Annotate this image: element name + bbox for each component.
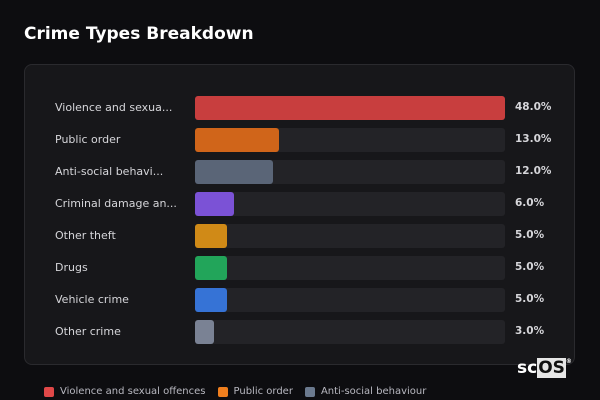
bar-track (195, 288, 505, 312)
category-label: Criminal damage an... (55, 197, 177, 210)
bar-row: Criminal damage an... 6.0% (25, 192, 574, 216)
chart-title: Crime Types Breakdown (24, 24, 254, 44)
bar-track (195, 160, 505, 184)
value-label: 6.0% (515, 197, 545, 209)
bar-row: Drugs 5.0% (25, 256, 574, 280)
bar[interactable] (195, 160, 273, 184)
bar-track (195, 256, 505, 280)
category-label: Anti-social behavi... (55, 165, 164, 178)
value-label: 48.0% (515, 101, 552, 113)
category-label: Violence and sexua... (55, 101, 173, 114)
legend: Violence and sexual offences Public order… (44, 386, 426, 397)
value-label: 5.0% (515, 293, 545, 305)
category-label: Other theft (55, 229, 116, 242)
bar[interactable] (195, 128, 279, 152)
bar-track (195, 320, 505, 344)
bar[interactable] (195, 288, 228, 312)
legend-label: Public order (233, 386, 293, 397)
bar[interactable] (195, 320, 215, 344)
logo-text-box: OS (537, 358, 566, 378)
logo-text: sc (517, 358, 538, 378)
bar-track (195, 224, 505, 248)
category-label: Vehicle crime (55, 293, 129, 306)
legend-swatch (217, 386, 228, 397)
chart-card: Violence and sexua... 48.0% Public order … (24, 64, 575, 365)
value-label: 13.0% (515, 133, 552, 145)
category-label: Public order (55, 133, 121, 146)
bar[interactable] (195, 256, 228, 280)
bar[interactable] (195, 224, 228, 248)
value-label: 5.0% (515, 229, 545, 241)
value-label: 3.0% (515, 325, 545, 337)
category-label: Drugs (55, 261, 88, 274)
logo-registered-mark: ® (565, 358, 572, 365)
bar-row: Other crime 3.0% (25, 320, 574, 344)
legend-swatch (304, 386, 315, 397)
legend-item[interactable]: Anti-social behaviour (304, 386, 427, 397)
bar[interactable] (195, 96, 505, 120)
scos-logo: scOS® (517, 358, 572, 378)
bar-row: Anti-social behavi... 12.0% (25, 160, 574, 184)
legend-item[interactable]: Violence and sexual offences (44, 386, 206, 397)
legend-item[interactable]: Public order (217, 386, 293, 397)
legend-label: Violence and sexual offences (60, 386, 206, 397)
bar-row: Other theft 5.0% (25, 224, 574, 248)
bar-row: Public order 13.0% (25, 128, 574, 152)
category-label: Other crime (55, 325, 121, 338)
value-label: 12.0% (515, 165, 552, 177)
bar-row: Violence and sexua... 48.0% (25, 96, 574, 120)
bar-row: Vehicle crime 5.0% (25, 288, 574, 312)
bar[interactable] (195, 192, 234, 216)
legend-swatch (44, 386, 54, 397)
value-label: 5.0% (515, 261, 545, 273)
legend-label: Anti-social behaviour (320, 386, 427, 397)
bar-track (195, 128, 505, 152)
bar-track (195, 96, 505, 120)
bar-track (195, 192, 505, 216)
